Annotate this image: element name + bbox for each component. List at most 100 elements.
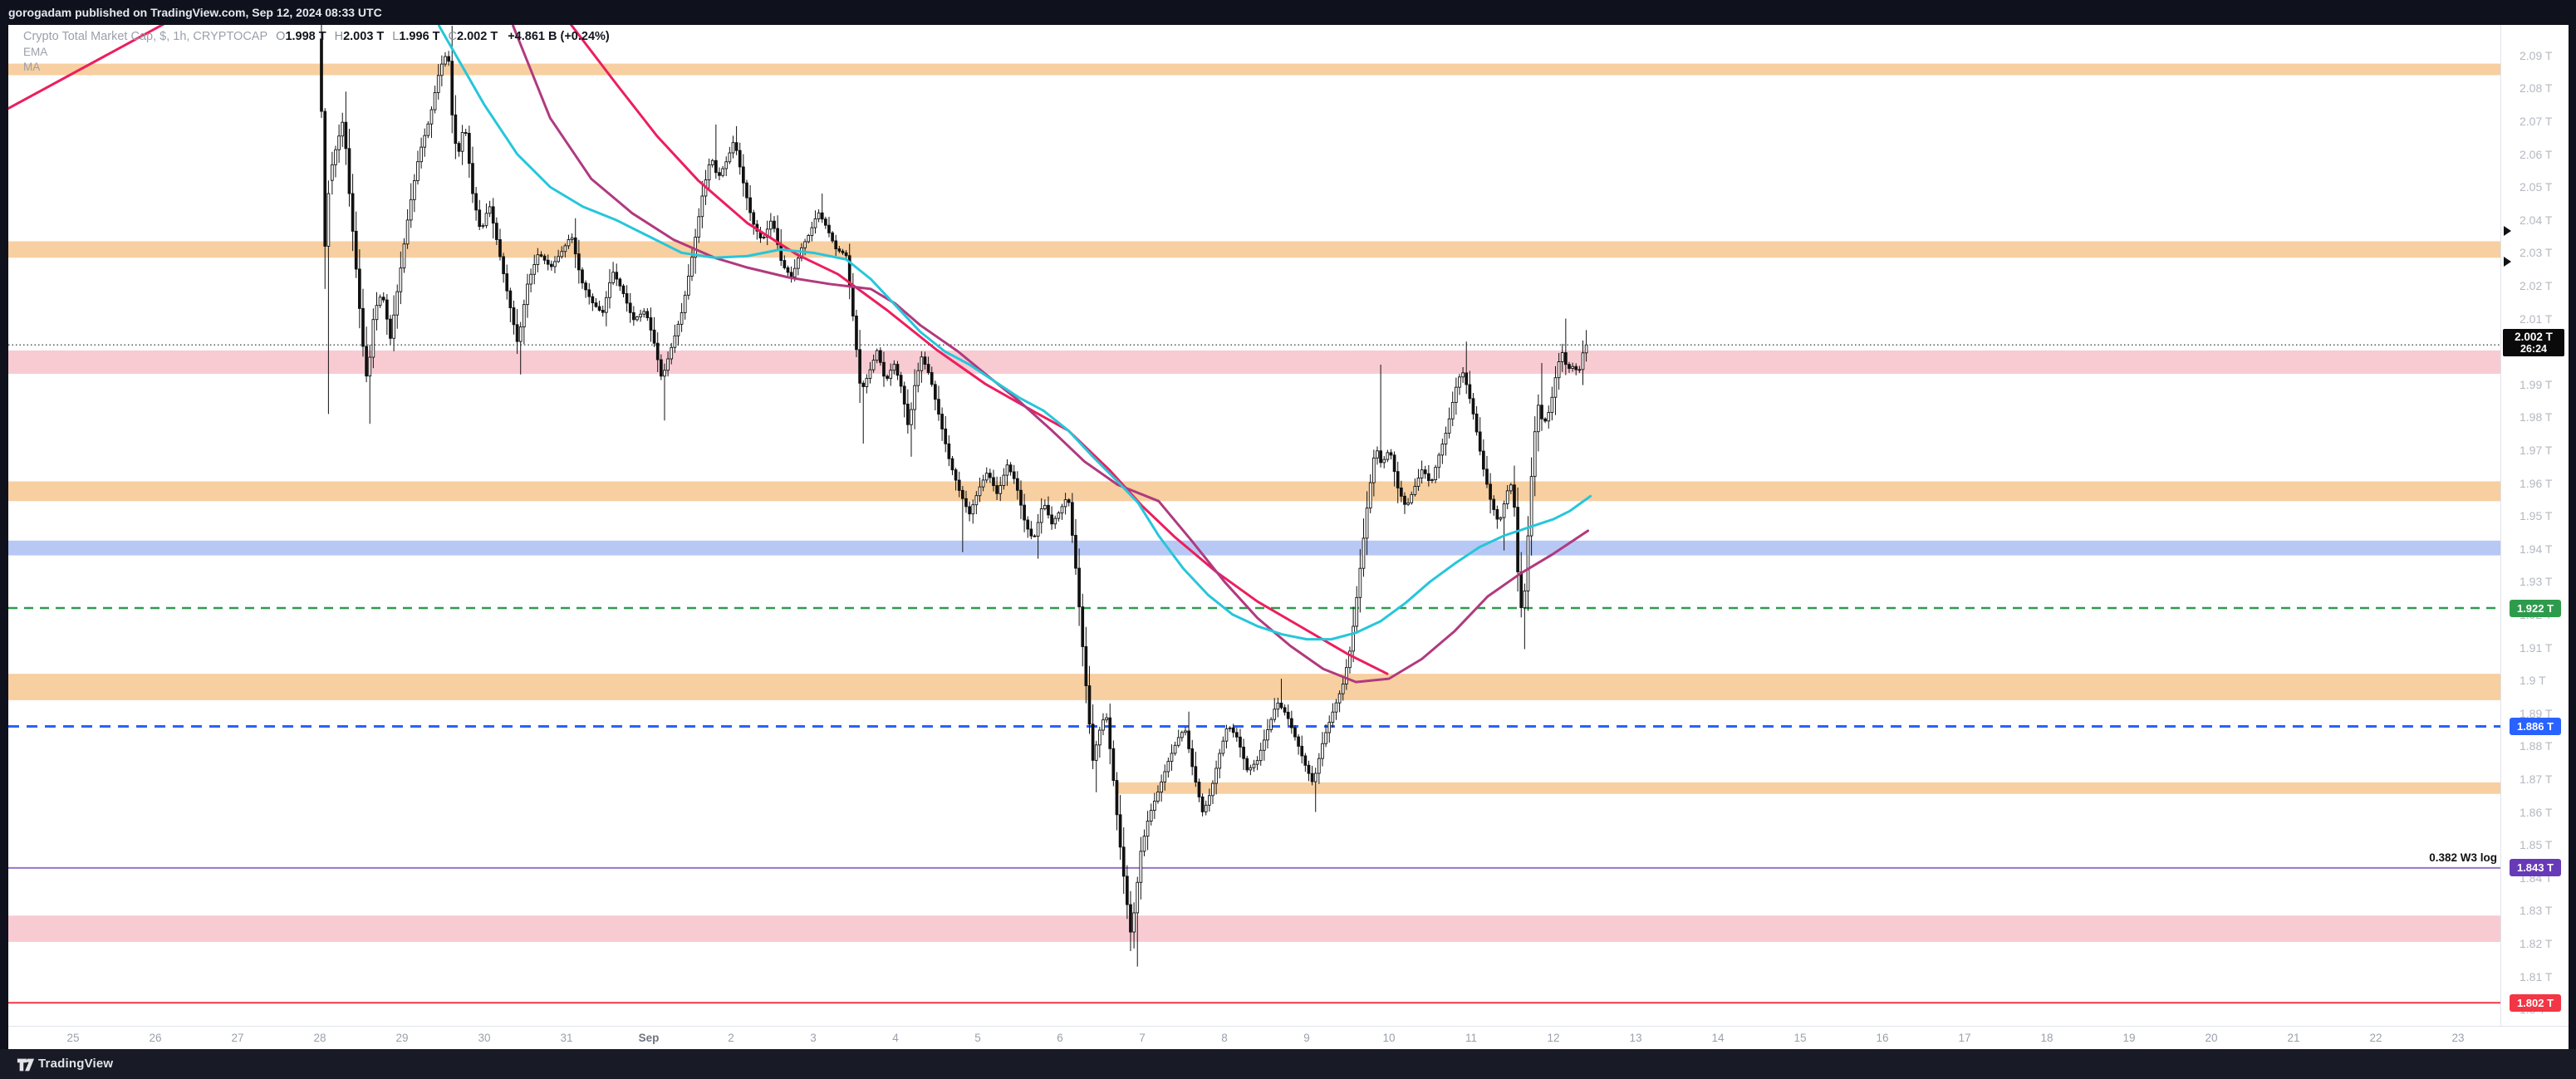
candle-up bbox=[639, 313, 642, 317]
zone-edge-marker-icon[interactable] bbox=[2504, 226, 2511, 237]
candle-down bbox=[625, 293, 629, 304]
ema-red-line[interactable] bbox=[569, 25, 1389, 675]
resistance-zone-1.995[interactable] bbox=[8, 350, 2500, 375]
price-level-label[interactable]: 1.886 T bbox=[2510, 718, 2561, 736]
price-tick-label: 1.93 T bbox=[2520, 575, 2553, 589]
candle-up bbox=[1444, 433, 1448, 445]
candle-up bbox=[1221, 740, 1225, 754]
ema-red-line-left[interactable] bbox=[8, 25, 165, 113]
candle-up bbox=[1410, 493, 1414, 503]
candle-down bbox=[1087, 685, 1092, 725]
candle-down bbox=[995, 485, 999, 494]
candle-down bbox=[734, 142, 738, 151]
ema-cyan-line[interactable] bbox=[438, 25, 1592, 641]
price-tick-label: 2.03 T bbox=[2520, 246, 2553, 260]
price-level-label[interactable]: 1.922 T bbox=[2510, 599, 2561, 617]
candle-down bbox=[1190, 748, 1195, 768]
candle-up bbox=[1348, 650, 1352, 669]
candle-up bbox=[371, 319, 375, 358]
supply-zone-1.955[interactable] bbox=[8, 481, 2500, 502]
time-axis[interactable]: 25 26 27 28 29 30 31 Sep 2 3 4 5 6 7 8 9 10 11 12 13 14 15 16 1… bbox=[8, 1026, 2569, 1049]
candle-down bbox=[618, 278, 622, 287]
time-tick-label: 27 bbox=[231, 1032, 244, 1044]
candle-down bbox=[1084, 646, 1088, 687]
candlestick-plot[interactable]: 0.382 W3 log bbox=[8, 25, 2500, 1026]
candle-down bbox=[573, 237, 577, 255]
candle-up bbox=[1581, 352, 1585, 370]
candle-up bbox=[1163, 771, 1167, 782]
candle-down bbox=[1513, 484, 1516, 508]
candle-down bbox=[1297, 736, 1300, 747]
demand-zone-1.867[interactable] bbox=[1115, 782, 2500, 794]
candle-up bbox=[1416, 478, 1420, 487]
candle-down bbox=[351, 193, 355, 232]
candle-up bbox=[687, 276, 690, 296]
candle-up bbox=[436, 75, 440, 93]
candle-up bbox=[1313, 772, 1317, 782]
candle-down bbox=[1026, 519, 1030, 530]
candle-down bbox=[899, 375, 903, 387]
candle-down bbox=[1568, 364, 1571, 370]
candle-up bbox=[971, 504, 975, 515]
price-level-label[interactable]: 1.802 T bbox=[2510, 993, 2561, 1012]
candle-up bbox=[1152, 801, 1156, 811]
candle-up bbox=[1547, 412, 1551, 422]
candle-down bbox=[1234, 732, 1239, 738]
candle-up bbox=[1331, 711, 1335, 723]
candle-up bbox=[1207, 795, 1211, 806]
candle-up bbox=[1382, 459, 1386, 463]
supply-zone-1.898[interactable] bbox=[8, 674, 2500, 700]
candle-down bbox=[1047, 504, 1050, 516]
candle-up bbox=[413, 180, 416, 200]
candle-up bbox=[1249, 767, 1253, 771]
candle-down bbox=[1200, 797, 1205, 812]
candle-down bbox=[1015, 478, 1019, 491]
candle-up bbox=[1317, 758, 1321, 774]
candle-up bbox=[676, 323, 680, 336]
last-price-label[interactable]: 2.002 T 26:24 bbox=[2503, 329, 2564, 357]
time-tick-label: 29 bbox=[395, 1032, 409, 1044]
price-tick-label: 1.85 T bbox=[2520, 838, 2553, 852]
candle-up bbox=[1136, 881, 1140, 914]
price-tick-label: 1.91 T bbox=[2520, 640, 2553, 655]
candle-down bbox=[385, 299, 389, 320]
candle-up bbox=[405, 219, 410, 245]
candles-group[interactable] bbox=[320, 25, 1588, 967]
ma-magenta-line[interactable] bbox=[512, 25, 1590, 684]
candle-down bbox=[837, 248, 841, 252]
candle-down bbox=[347, 148, 351, 194]
time-tick-label: 4 bbox=[892, 1032, 899, 1044]
price-tick-label: 1.83 T bbox=[2520, 904, 2553, 918]
candle-up bbox=[797, 257, 800, 269]
footer-brand[interactable]: TradingView bbox=[38, 1057, 114, 1071]
candle-down bbox=[381, 297, 385, 301]
demand-zone-1.824[interactable] bbox=[8, 915, 2500, 942]
candle-up bbox=[1571, 365, 1574, 370]
candle-up bbox=[807, 235, 811, 243]
candle-up bbox=[1376, 450, 1379, 459]
candle-up bbox=[1344, 667, 1348, 684]
candle-up bbox=[326, 193, 331, 247]
candle-down bbox=[1399, 488, 1403, 497]
price-axis[interactable]: 2.09 T 2.08 T 2.07 T 2.06 T 2.05 T 2.04 T 2.03… bbox=[2500, 25, 2569, 1026]
candle-up bbox=[334, 149, 337, 165]
candle-up bbox=[570, 237, 574, 240]
zone-edge-marker-icon[interactable] bbox=[2504, 257, 2511, 267]
price-tick-label: 1.96 T bbox=[2520, 476, 2553, 490]
candle-down bbox=[1403, 495, 1406, 505]
supply-zone-2.084[interactable] bbox=[8, 63, 2500, 76]
candle-up bbox=[666, 358, 670, 371]
candle-down bbox=[320, 38, 323, 112]
candle-down bbox=[1389, 452, 1393, 456]
demand-zone-1.940[interactable] bbox=[8, 540, 2500, 556]
candle-down bbox=[1187, 730, 1190, 749]
candle-up bbox=[724, 161, 729, 169]
candle-up bbox=[557, 256, 560, 262]
candle-down bbox=[594, 302, 598, 307]
supply-zone-2.029[interactable] bbox=[8, 241, 2500, 258]
candle-down bbox=[957, 479, 961, 491]
candle-down bbox=[491, 206, 495, 224]
price-level-label[interactable]: 1.843 T bbox=[2510, 859, 2561, 877]
price-tick-label: 1.86 T bbox=[2520, 805, 2553, 819]
candle-down bbox=[1379, 450, 1382, 463]
